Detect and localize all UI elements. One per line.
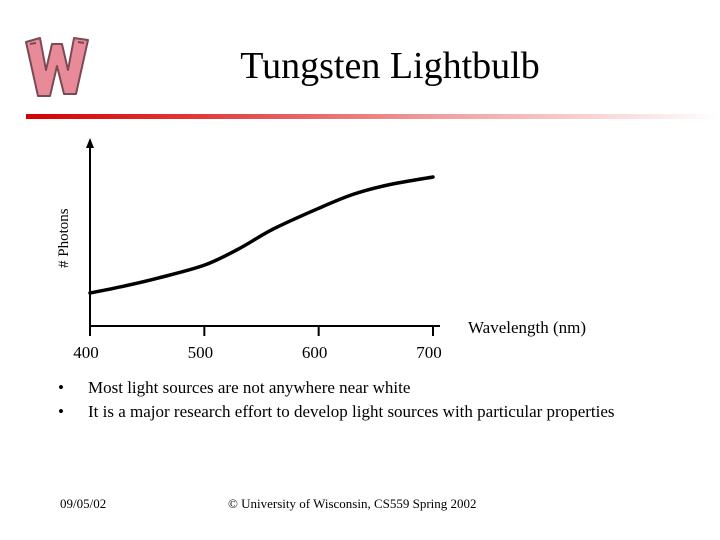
x-tick-label: 700 bbox=[416, 343, 442, 362]
x-tick-label: 400 bbox=[73, 343, 99, 362]
x-axis-label: Wavelength (nm) bbox=[468, 318, 586, 337]
x-tick-label: 600 bbox=[302, 343, 328, 362]
bullet-item: It is a major research effort to develop… bbox=[58, 400, 658, 424]
x-tick-label: 500 bbox=[188, 343, 214, 362]
footer-date: 09/05/02 bbox=[60, 496, 107, 511]
bullet-item: Most light sources are not anywhere near… bbox=[58, 376, 658, 400]
wisconsin-w-logo-icon bbox=[25, 37, 89, 97]
page-title: Tungsten Lightbulb bbox=[240, 45, 540, 87]
footer-copyright: © University of Wisconsin, CS559 Spring … bbox=[228, 496, 477, 511]
y-axis-arrow bbox=[86, 138, 94, 148]
bullet-list: Most light sources are not anywhere near… bbox=[58, 376, 658, 424]
title-divider bbox=[26, 114, 720, 119]
y-axis-label: # Photons bbox=[56, 208, 72, 268]
series-line-tungsten bbox=[88, 175, 435, 295]
